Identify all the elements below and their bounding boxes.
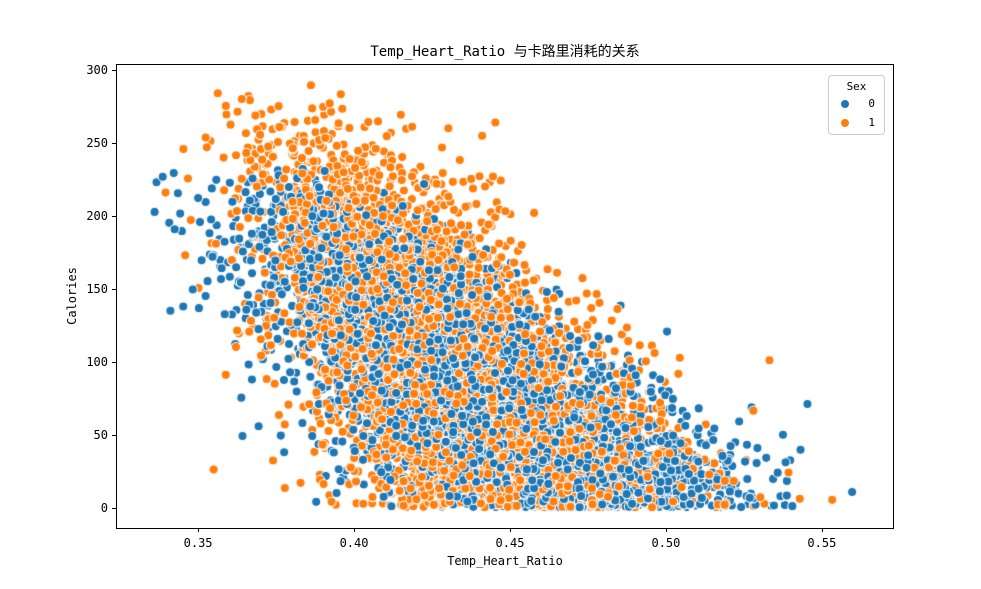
y-axis-label: Calories: [65, 267, 79, 325]
y-tick-label: 0: [100, 500, 108, 515]
y-tick-mark: [112, 142, 116, 144]
legend-item: 1: [829, 113, 884, 132]
plot-area: [116, 64, 894, 529]
x-axis-label: Temp_Heart_Ratio: [447, 554, 563, 568]
scatter-canvas: [117, 65, 893, 528]
y-tick-label: 300: [86, 62, 108, 77]
y-tick-mark: [112, 361, 116, 363]
y-tick-label: 50: [93, 427, 108, 442]
x-tick-label: 0.40: [339, 536, 369, 550]
chart-title: Temp_Heart_Ratio 与卡路里消耗的关系: [370, 44, 640, 60]
legend-swatch-1-icon: [841, 118, 849, 127]
y-tick-label: 250: [86, 135, 108, 150]
x-tick-label: 0.50: [651, 536, 681, 550]
y-tick-label: 200: [86, 208, 108, 223]
y-tick-mark: [112, 507, 116, 509]
legend-item-label: 0: [868, 97, 875, 110]
legend-item-label: 1: [868, 116, 875, 129]
x-tick-mark: [509, 528, 511, 532]
legend-swatch-0-icon: [841, 99, 849, 108]
x-tick-mark: [354, 528, 356, 532]
y-tick-label: 100: [86, 354, 108, 369]
y-tick-mark: [112, 69, 116, 71]
y-tick-mark: [112, 215, 116, 217]
x-tick-label: 0.35: [183, 536, 213, 550]
y-tick-mark: [112, 434, 116, 436]
x-tick-mark: [821, 528, 823, 532]
legend-item: 0: [829, 94, 884, 113]
y-tick-label: 150: [86, 281, 108, 296]
x-tick-label: 0.55: [807, 536, 837, 550]
x-tick-mark: [198, 528, 200, 532]
x-tick-label: 0.45: [495, 536, 525, 550]
y-tick-mark: [112, 288, 116, 290]
legend-title: Sex: [846, 80, 867, 93]
x-tick-mark: [665, 528, 667, 532]
